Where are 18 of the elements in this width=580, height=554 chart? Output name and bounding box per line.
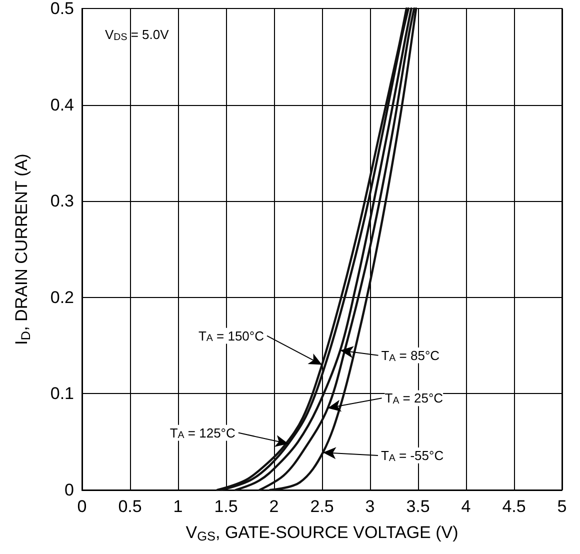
x-tick-label: 2 xyxy=(269,497,279,516)
x-tick-label: 0.5 xyxy=(118,497,142,516)
x-tick-label: 4 xyxy=(461,497,471,516)
x-tick-label: 3.5 xyxy=(406,497,430,516)
y-tick-label: 0 xyxy=(64,480,74,500)
x-tick-label: 3 xyxy=(365,497,375,516)
y-tick-label: 0.4 xyxy=(50,95,74,114)
x-tick-label: 2.5 xyxy=(310,497,334,516)
y-tick-label: 0.2 xyxy=(50,288,74,307)
x-tick-label: 1 xyxy=(173,497,183,516)
y-tick-label: 0.1 xyxy=(50,384,74,404)
y-tick-label: 0.5 xyxy=(50,0,74,18)
y-tick-label: 0.3 xyxy=(50,192,74,211)
x-tick-label: 0 xyxy=(77,497,87,516)
y-axis-title: ID, DRAIN CURRENT (A) xyxy=(12,154,33,345)
x-tick-label: 4.5 xyxy=(502,497,526,516)
x-tick-label: 5 xyxy=(557,497,567,516)
x-tick-label: 1.5 xyxy=(214,497,238,516)
